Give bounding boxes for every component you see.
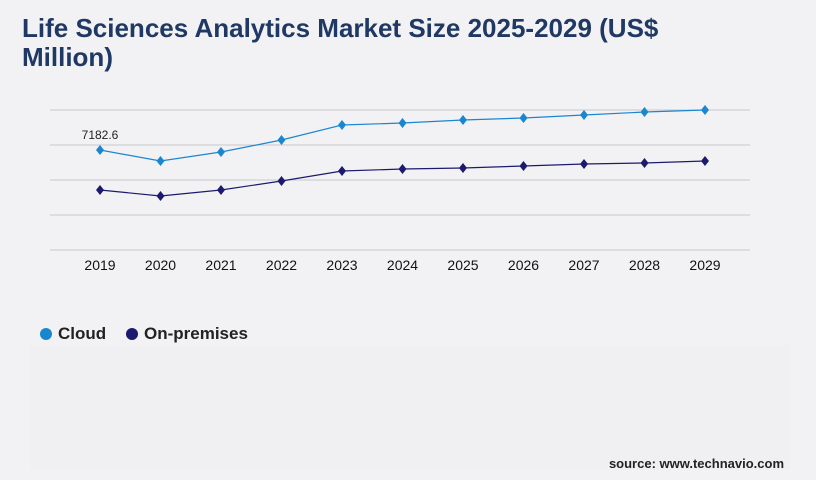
x-tick-label: 2023 [326,257,357,273]
data-point [398,118,407,129]
data-point [701,155,709,166]
legend-panel [30,345,790,470]
data-point [277,176,286,187]
x-tick-label: 2024 [387,257,418,273]
legend-marker-cloud [40,328,52,340]
data-point [96,145,104,156]
legend-label-on-premises: On-premises [144,324,248,343]
data-point [580,110,588,121]
data-point [640,158,649,169]
series-line-0 [99,109,706,162]
x-tick-label: 2029 [689,257,720,273]
legend-item-on-premises[interactable]: On-premises [126,324,248,344]
x-tick-label: 2022 [266,257,297,273]
data-point [277,135,286,146]
data-point [519,161,528,172]
data-point [338,166,346,177]
data-point [519,113,528,124]
data-point [701,105,709,116]
data-point [459,162,467,173]
x-tick-label: 2019 [84,257,115,273]
data-point [156,155,165,166]
data-point [398,164,407,175]
data-point [459,115,467,126]
legend-marker-on-premises [126,328,138,340]
data-point [156,190,165,201]
source-credit: source: www.technavio.com [608,456,784,471]
data-point [338,120,346,131]
data-point [640,107,649,118]
legend-item-cloud[interactable]: Cloud [40,324,106,344]
data-point [217,147,225,158]
legend-label-cloud: Cloud [58,324,107,343]
data-point [217,184,225,195]
x-tick-label: 2020 [145,257,176,273]
data-point [580,159,588,170]
data-point [96,184,104,195]
x-tick-label: 2028 [629,257,660,273]
data-label: 7182.6 [82,128,119,142]
x-tick-label: 2026 [508,257,539,273]
x-tick-label: 2027 [568,257,599,273]
chart-title: Life Sciences Analytics Market Size 2025… [22,13,659,72]
x-tick-label: 2021 [205,257,236,273]
x-tick-label: 2025 [447,257,478,273]
